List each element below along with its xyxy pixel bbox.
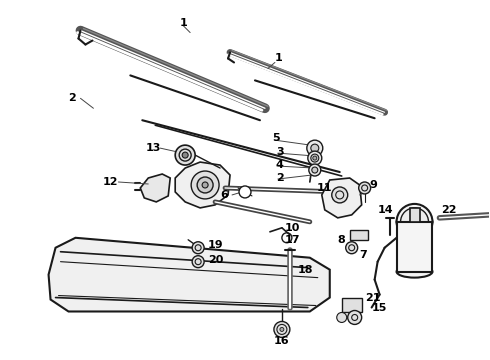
Text: 16: 16 [274, 336, 290, 346]
Text: 1: 1 [275, 54, 283, 63]
Text: 17: 17 [285, 235, 300, 245]
Circle shape [346, 242, 358, 254]
Text: 8: 8 [338, 235, 345, 245]
Circle shape [337, 312, 347, 323]
Circle shape [192, 256, 204, 268]
Circle shape [311, 154, 319, 162]
Circle shape [182, 152, 188, 158]
Text: 2: 2 [276, 173, 284, 183]
Circle shape [191, 171, 219, 199]
Circle shape [348, 310, 362, 324]
Circle shape [311, 144, 319, 152]
Text: 21: 21 [365, 293, 380, 302]
Circle shape [280, 328, 284, 332]
Circle shape [192, 242, 204, 254]
Bar [410, 208, 419, 222]
Text: 18: 18 [298, 265, 313, 275]
Circle shape [359, 182, 370, 194]
Text: 1: 1 [179, 18, 187, 28]
Circle shape [175, 145, 195, 165]
Text: 19: 19 [208, 240, 224, 250]
Ellipse shape [396, 216, 433, 228]
Circle shape [332, 187, 348, 203]
Bar [350, 230, 368, 240]
Circle shape [400, 208, 428, 236]
Text: 2: 2 [69, 93, 76, 103]
Text: 12: 12 [102, 177, 118, 187]
Text: 9: 9 [369, 180, 377, 190]
Text: 15: 15 [371, 302, 387, 312]
Polygon shape [322, 178, 362, 218]
Circle shape [308, 151, 322, 165]
Circle shape [396, 204, 433, 240]
Circle shape [202, 182, 208, 188]
Text: 14: 14 [378, 205, 393, 215]
Circle shape [309, 164, 321, 176]
Text: 4: 4 [276, 160, 284, 170]
Circle shape [313, 156, 317, 160]
Text: 6: 6 [220, 190, 228, 200]
Text: 22: 22 [441, 205, 457, 215]
Polygon shape [175, 162, 230, 208]
Ellipse shape [396, 266, 433, 278]
Text: 3: 3 [276, 147, 284, 157]
Circle shape [274, 321, 290, 337]
Circle shape [312, 167, 318, 173]
Circle shape [239, 186, 251, 198]
Text: 13: 13 [145, 143, 161, 153]
Bar [342, 298, 362, 312]
Text: 5: 5 [272, 133, 280, 143]
Bar [396, 222, 433, 272]
Text: 10: 10 [285, 223, 300, 233]
Polygon shape [140, 174, 170, 202]
Text: 20: 20 [208, 255, 223, 265]
Polygon shape [49, 238, 330, 311]
Text: 11: 11 [316, 183, 332, 193]
Text: 7: 7 [360, 250, 368, 260]
Circle shape [307, 140, 323, 156]
Circle shape [197, 177, 213, 193]
